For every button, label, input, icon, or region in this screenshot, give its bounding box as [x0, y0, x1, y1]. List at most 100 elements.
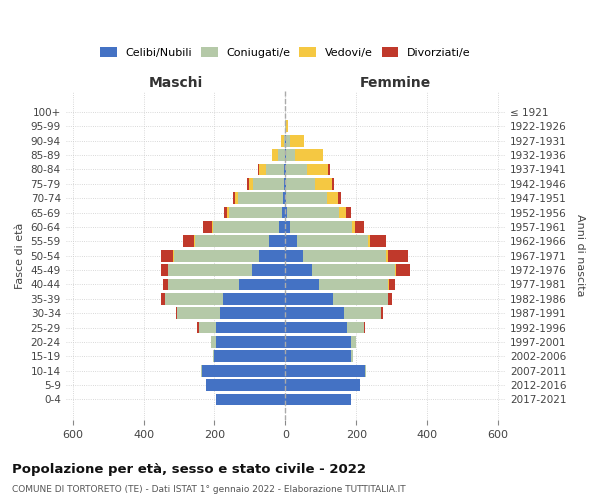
- Bar: [176, 308, 177, 319]
- Bar: [253, 178, 284, 190]
- Bar: [266, 164, 284, 175]
- Bar: [365, 365, 366, 376]
- Bar: [284, 178, 286, 190]
- Bar: [370, 236, 386, 247]
- Text: COMUNE DI TORTORETO (TE) - Dati ISTAT 1° gennaio 2022 - Elaborazione TUTTITALIA.: COMUNE DI TORTORETO (TE) - Dati ISTAT 1°…: [12, 485, 406, 494]
- Bar: [169, 264, 251, 276]
- Bar: [161, 293, 165, 304]
- Bar: [233, 192, 235, 204]
- Bar: [286, 192, 327, 204]
- Bar: [279, 221, 286, 233]
- Bar: [395, 264, 396, 276]
- Bar: [312, 264, 395, 276]
- Bar: [388, 293, 392, 304]
- Bar: [235, 192, 238, 204]
- Bar: [286, 379, 360, 391]
- Bar: [347, 322, 364, 334]
- Bar: [286, 149, 295, 161]
- Bar: [224, 206, 227, 218]
- Bar: [199, 322, 216, 334]
- Bar: [202, 365, 286, 376]
- Bar: [327, 192, 338, 204]
- Bar: [227, 206, 229, 218]
- Bar: [286, 164, 307, 175]
- Bar: [328, 164, 330, 175]
- Bar: [286, 365, 365, 376]
- Bar: [282, 206, 286, 218]
- Bar: [259, 250, 286, 262]
- Bar: [258, 164, 259, 175]
- Bar: [344, 308, 381, 319]
- Bar: [332, 178, 334, 190]
- Bar: [287, 206, 338, 218]
- Bar: [251, 264, 286, 276]
- Y-axis label: Anni di nascita: Anni di nascita: [575, 214, 585, 297]
- Bar: [286, 236, 297, 247]
- Bar: [368, 236, 370, 247]
- Bar: [239, 278, 286, 290]
- Bar: [286, 120, 288, 132]
- Bar: [286, 135, 290, 146]
- Bar: [283, 192, 286, 204]
- Bar: [203, 221, 212, 233]
- Bar: [212, 221, 214, 233]
- Bar: [319, 278, 388, 290]
- Bar: [194, 236, 195, 247]
- Bar: [195, 236, 269, 247]
- Legend: Celibi/Nubili, Coniugati/e, Vedovi/e, Divorziati/e: Celibi/Nubili, Coniugati/e, Vedovi/e, Di…: [97, 44, 474, 62]
- Bar: [307, 164, 328, 175]
- Bar: [355, 221, 364, 233]
- Bar: [174, 250, 259, 262]
- Text: Popolazione per età, sesso e stato civile - 2022: Popolazione per età, sesso e stato civil…: [12, 462, 366, 475]
- Bar: [165, 293, 223, 304]
- Bar: [161, 250, 173, 262]
- Bar: [169, 278, 239, 290]
- Bar: [388, 278, 389, 290]
- Bar: [284, 164, 286, 175]
- Bar: [229, 206, 282, 218]
- Bar: [286, 250, 303, 262]
- Bar: [286, 278, 319, 290]
- Bar: [284, 120, 286, 132]
- Bar: [346, 206, 351, 218]
- Bar: [216, 336, 286, 348]
- Bar: [173, 250, 174, 262]
- Bar: [286, 336, 351, 348]
- Bar: [213, 350, 214, 362]
- Bar: [381, 308, 383, 319]
- Bar: [389, 278, 395, 290]
- Bar: [163, 278, 169, 290]
- Bar: [247, 178, 249, 190]
- Bar: [177, 308, 220, 319]
- Bar: [161, 264, 168, 276]
- Bar: [352, 221, 355, 233]
- Bar: [286, 293, 333, 304]
- Bar: [290, 221, 352, 233]
- Bar: [214, 221, 279, 233]
- Bar: [396, 264, 410, 276]
- Bar: [333, 293, 388, 304]
- Bar: [351, 336, 356, 348]
- Bar: [297, 236, 368, 247]
- Bar: [286, 394, 351, 406]
- Bar: [295, 149, 323, 161]
- Bar: [216, 322, 286, 334]
- Bar: [386, 250, 388, 262]
- Bar: [197, 322, 199, 334]
- Bar: [338, 206, 346, 218]
- Bar: [364, 322, 365, 334]
- Y-axis label: Fasce di età: Fasce di età: [15, 222, 25, 289]
- Bar: [238, 192, 283, 204]
- Bar: [286, 264, 312, 276]
- Bar: [168, 264, 169, 276]
- Bar: [284, 149, 286, 161]
- Bar: [259, 164, 266, 175]
- Bar: [220, 308, 286, 319]
- Bar: [214, 350, 286, 362]
- Bar: [278, 149, 284, 161]
- Text: Femmine: Femmine: [359, 76, 431, 90]
- Bar: [223, 293, 286, 304]
- Bar: [338, 192, 341, 204]
- Bar: [211, 336, 216, 348]
- Bar: [216, 394, 286, 406]
